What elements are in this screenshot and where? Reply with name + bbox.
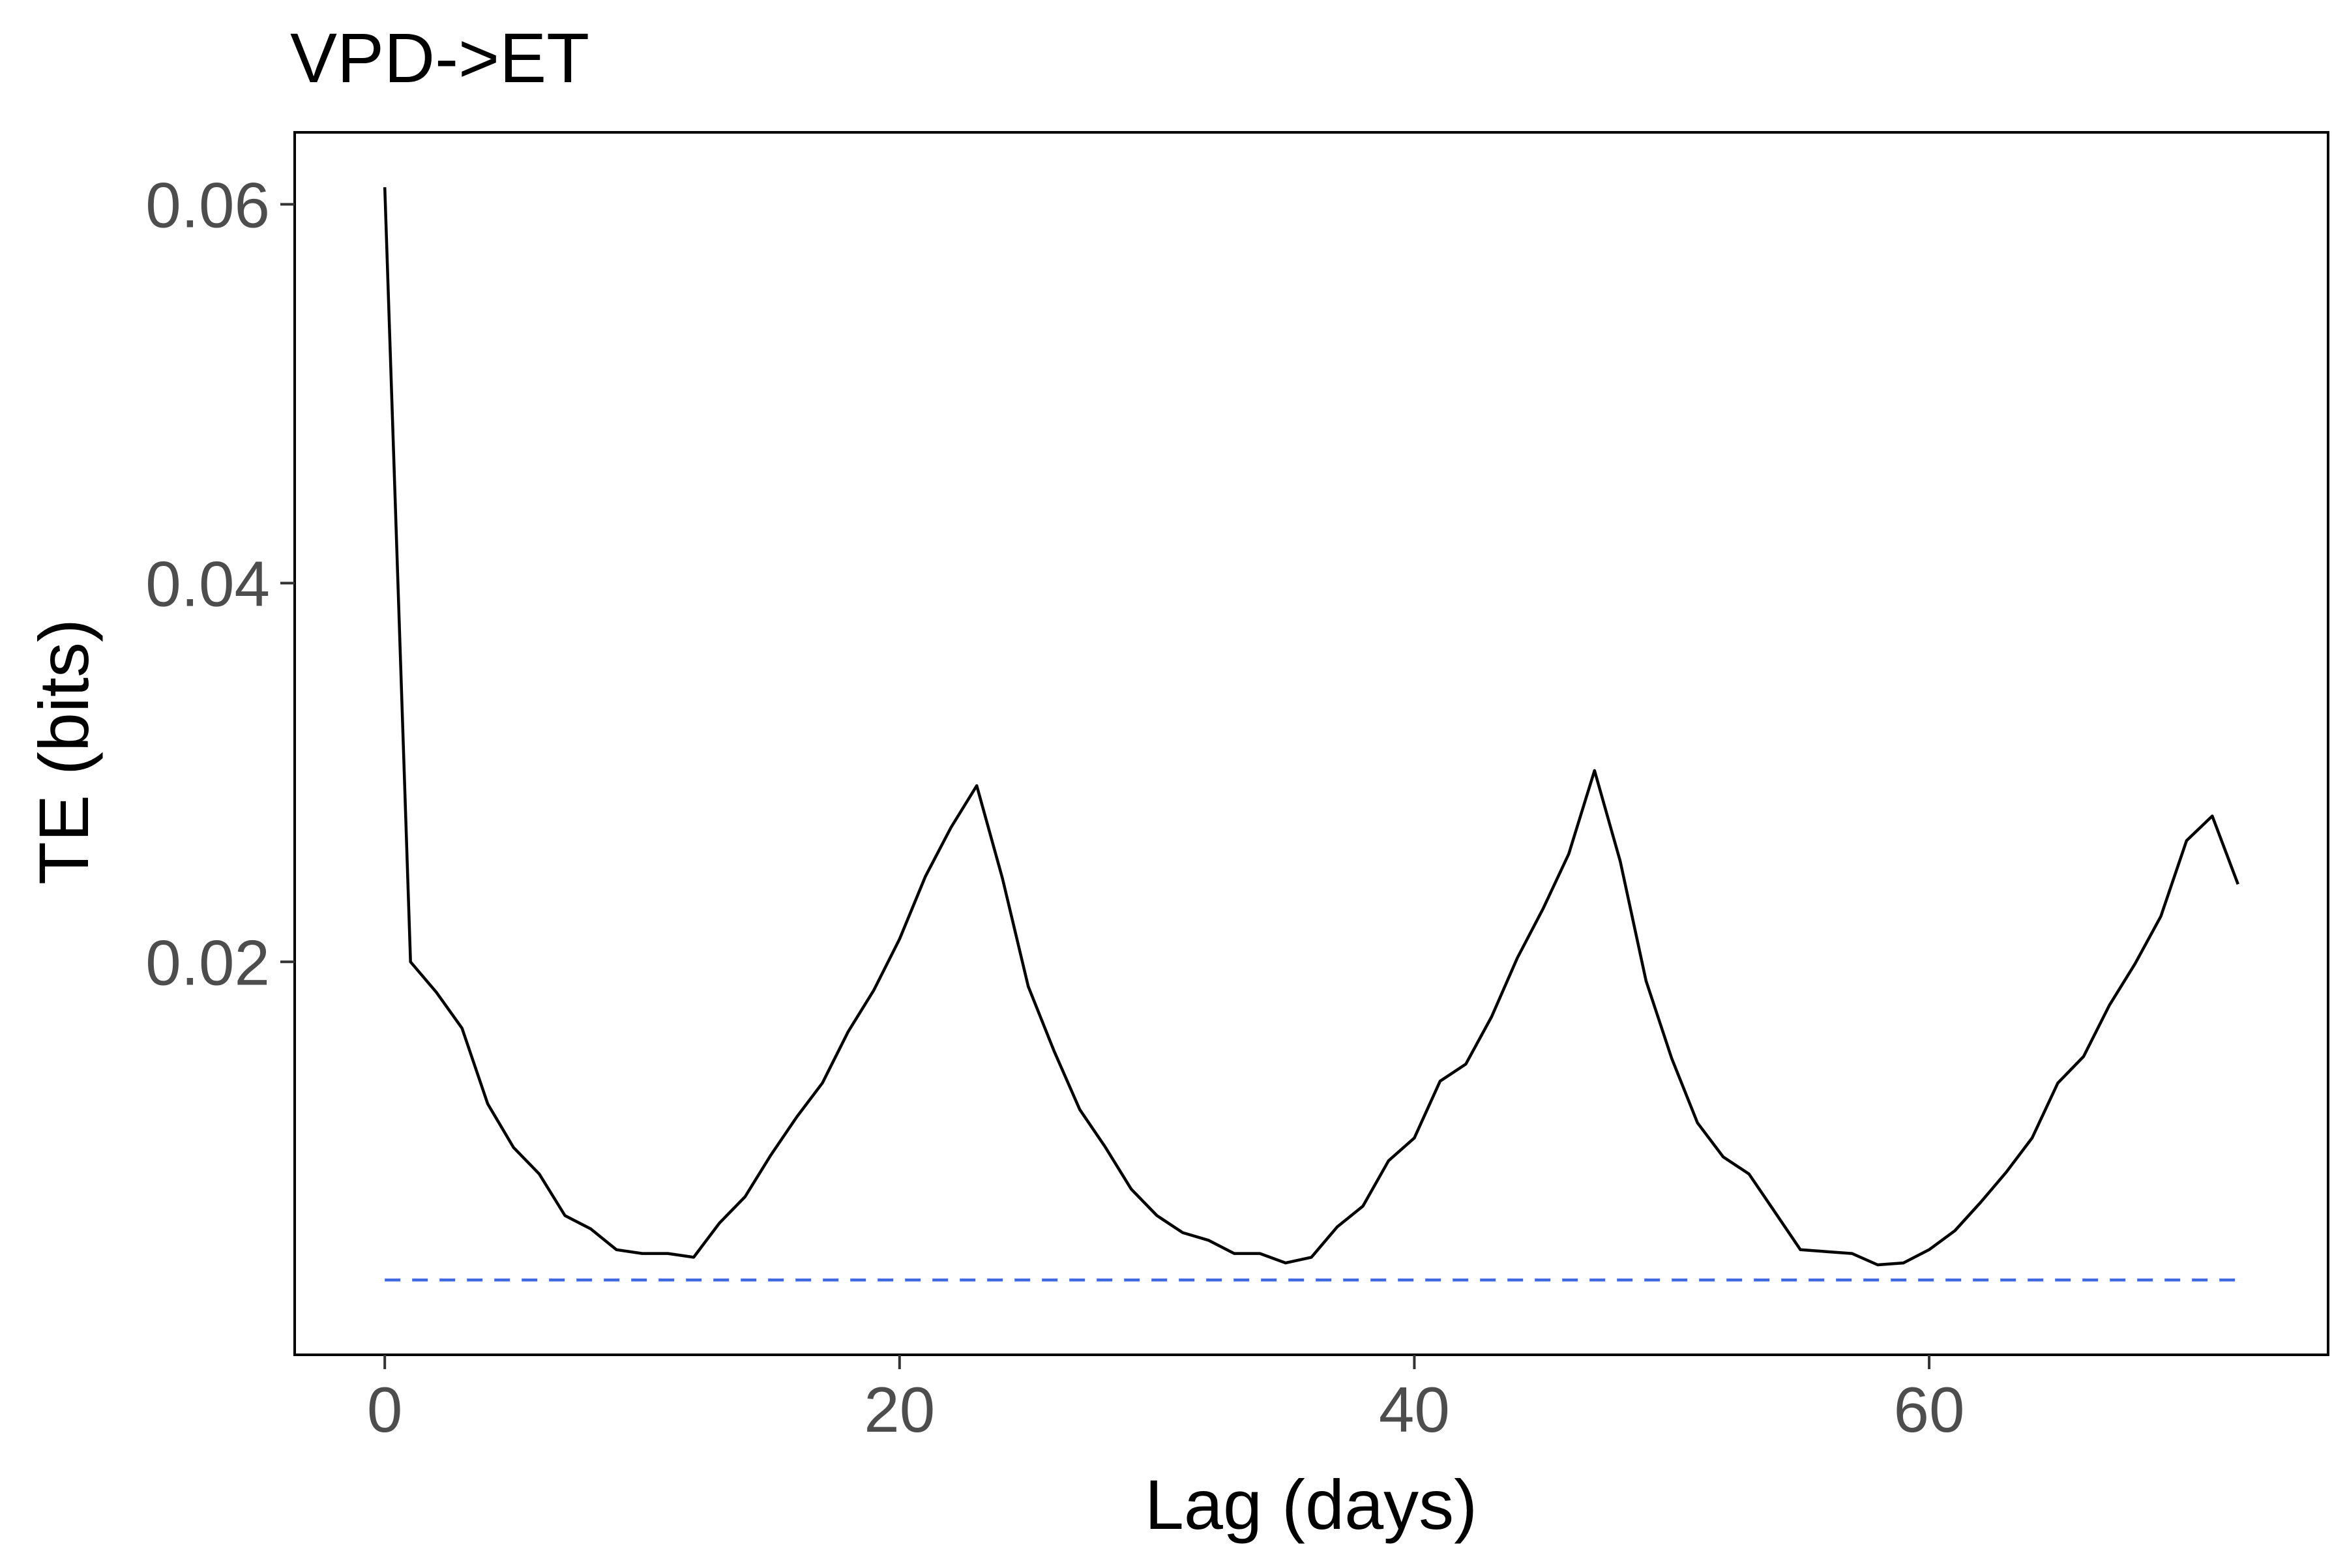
plot-panel-border xyxy=(293,131,2329,1356)
x-axis-title: Lag (days) xyxy=(1145,1465,1477,1544)
x-tick-label: 20 xyxy=(864,1374,935,1445)
y-axis: 0.02 0.04 0.06 xyxy=(145,169,295,998)
y-tick-label: 0.06 xyxy=(145,169,270,241)
x-tick-label: 40 xyxy=(1379,1374,1450,1445)
te-series-line xyxy=(383,187,2239,1267)
x-axis: 0 20 40 60 xyxy=(367,1355,1965,1445)
y-axis-title: TE (bits) xyxy=(24,619,103,885)
chart-title: VPD->ET xyxy=(290,18,589,97)
y-tick-label: 0.02 xyxy=(145,926,270,998)
x-tick-label: 0 xyxy=(367,1374,403,1445)
y-tick-label: 0.04 xyxy=(145,548,270,619)
series-layer xyxy=(383,187,2239,1282)
x-tick-label: 60 xyxy=(1894,1374,1965,1445)
